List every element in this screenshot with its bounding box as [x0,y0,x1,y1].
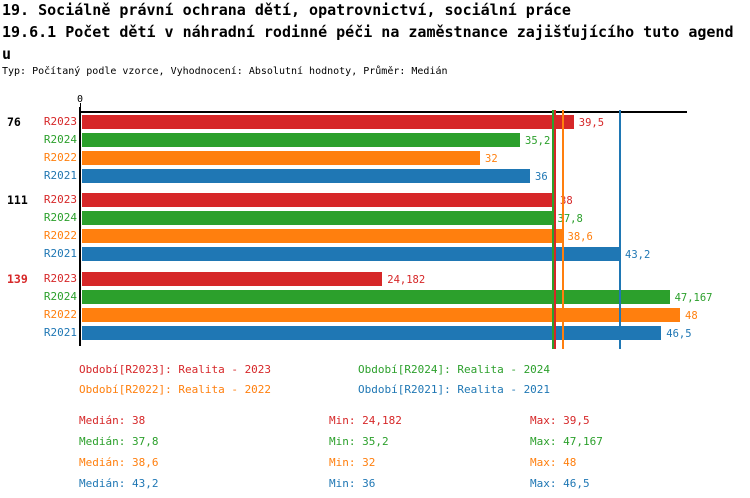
bar [82,326,662,340]
bar [82,169,530,183]
group-label: 111 [7,192,28,207]
bar-row-label: R2024 [43,290,77,303]
bar-value-label: 36 [535,170,548,183]
bar [82,290,670,304]
median-line [551,110,554,349]
stat-min: Min: 24,182 [329,414,402,427]
median-line [554,110,556,349]
bar [82,151,480,165]
bar-row-label: R2021 [43,247,77,260]
bar [82,272,383,286]
median-line [619,110,621,349]
bar-row-label: R2022 [43,229,77,242]
bar [82,115,574,129]
legend-item: Období[R2024]: Realita - 2024 [358,363,551,376]
bar-value-label: 43,2 [625,248,651,261]
bar-value-label: 32 [485,152,498,165]
bar [82,193,555,207]
stat-median: Medián: 37,8 [79,435,159,448]
legend-item: Období[R2021]: Realita - 2021 [358,383,551,396]
bar-row-label: R2021 [43,169,77,182]
bar-value-label: 46,5 [666,327,692,340]
report-subtitle: Typ: Počítaný podle vzorce, Vyhodnocení:… [2,66,448,77]
bar [82,133,520,147]
bar-row-label: R2021 [43,326,77,339]
bar-value-label: 48 [685,309,698,322]
group-label: 139 [7,271,28,286]
report-title-line2: 19.6.1 Počet dětí v náhradní rodinné péč… [2,23,734,41]
median-line [561,110,564,349]
bar-row-label: R2023 [43,272,77,285]
stat-min: Min: 36 [329,477,376,490]
bar-value-label: 24,182 [387,273,426,286]
report-title-line3: u [2,45,12,63]
stat-min: Min: 32 [329,456,376,469]
bar-value-label: 39,5 [578,116,605,129]
bar [82,308,680,322]
x-axis-zero-label: 0 [76,94,84,105]
stat-min: Min: 35,2 [329,435,389,448]
stat-max: Max: 47,167 [530,435,603,448]
stat-median: Medián: 38,6 [79,456,159,469]
bar-value-label: 37,8 [557,212,583,225]
bar [82,247,620,261]
bar-value-label: 35,2 [525,134,551,147]
y-axis-line [79,107,81,346]
bar-value-label: 47,167 [674,291,713,304]
legend-item: Období[R2023]: Realita - 2023 [79,363,272,376]
report-title-line1: 19. Sociálně právní ochrana dětí, opatro… [2,1,571,19]
legend-item: Období[R2022]: Realita - 2022 [79,383,272,396]
stat-median: Medián: 38 [79,414,146,427]
bar-row-label: R2022 [43,308,77,321]
bar-row-label: R2024 [43,211,77,224]
bar-row-label: R2023 [43,115,77,128]
stat-max: Max: 39,5 [530,414,590,427]
bar-row-label: R2022 [43,151,77,164]
bar [82,211,553,225]
stat-max: Max: 48 [530,456,577,469]
bar-value-label: 38,6 [567,230,593,243]
group-label: 76 [7,114,21,129]
stat-max: Max: 46,5 [530,477,590,490]
bar [82,229,563,243]
bar-row-label: R2023 [43,193,77,206]
bar-row-label: R2024 [43,133,77,146]
stat-median: Medián: 43,2 [79,477,159,490]
x-axis-top-line [80,111,687,113]
